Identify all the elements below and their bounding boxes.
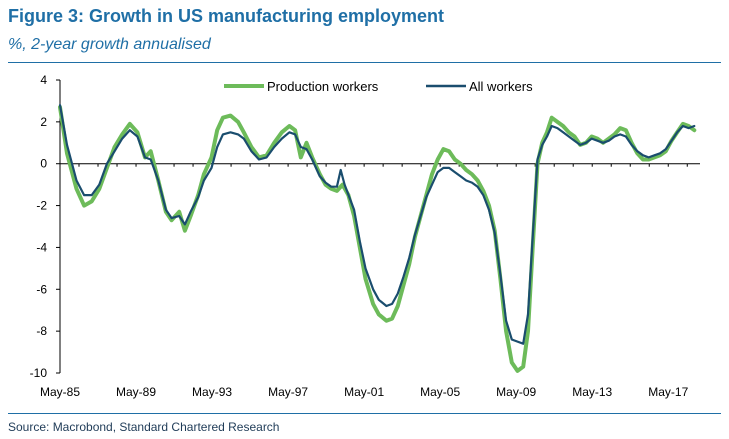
x-tick-label: May-93 <box>192 385 232 399</box>
top-divider <box>8 62 721 63</box>
y-axis: 4 2 0 -2 -4 -6 -8 -10 <box>30 73 61 380</box>
source-note: Source: Macrobond, Standard Chartered Re… <box>8 420 280 434</box>
y-tick-label: 4 <box>40 73 47 87</box>
y-tick-label: 2 <box>40 115 47 129</box>
x-tick-label: May-09 <box>496 385 536 399</box>
bottom-divider <box>8 413 721 414</box>
y-tick-label: -2 <box>36 199 47 213</box>
series-line-production-workers <box>58 105 697 373</box>
legend: Production workers All workers <box>224 79 533 94</box>
legend-label-production-workers: Production workers <box>267 79 379 94</box>
x-tick-label: May-89 <box>116 385 156 399</box>
y-tick-label: -10 <box>30 366 48 380</box>
y-tick-label: -4 <box>36 240 47 254</box>
series-line-all-workers <box>58 104 696 345</box>
x-axis: May-85 May-89 May-93 May-97 May-01 May-05 May-… <box>40 163 700 399</box>
x-tick-label: May-01 <box>344 385 384 399</box>
y-tick-label: -6 <box>36 282 47 296</box>
x-tick-label: May-05 <box>420 385 460 399</box>
y-tick-label: 0 <box>40 157 47 171</box>
y-tick-label: -8 <box>36 324 47 338</box>
line-chart: 420-2-4-6-8-10 May-85 May-89 May-93 May-97 M… <box>30 73 700 399</box>
figure-title: Figure 3: Growth in US manufacturing emp… <box>8 6 445 26</box>
x-tick-label: May-85 <box>40 385 80 399</box>
figure-subtitle: %, 2-year growth annualised <box>8 36 211 53</box>
x-tick-label: May-17 <box>648 385 688 399</box>
series-layer <box>58 104 697 373</box>
x-tick-label: May-97 <box>268 385 308 399</box>
x-tick-label: May-13 <box>572 385 612 399</box>
legend-label-all-workers: All workers <box>469 79 533 94</box>
